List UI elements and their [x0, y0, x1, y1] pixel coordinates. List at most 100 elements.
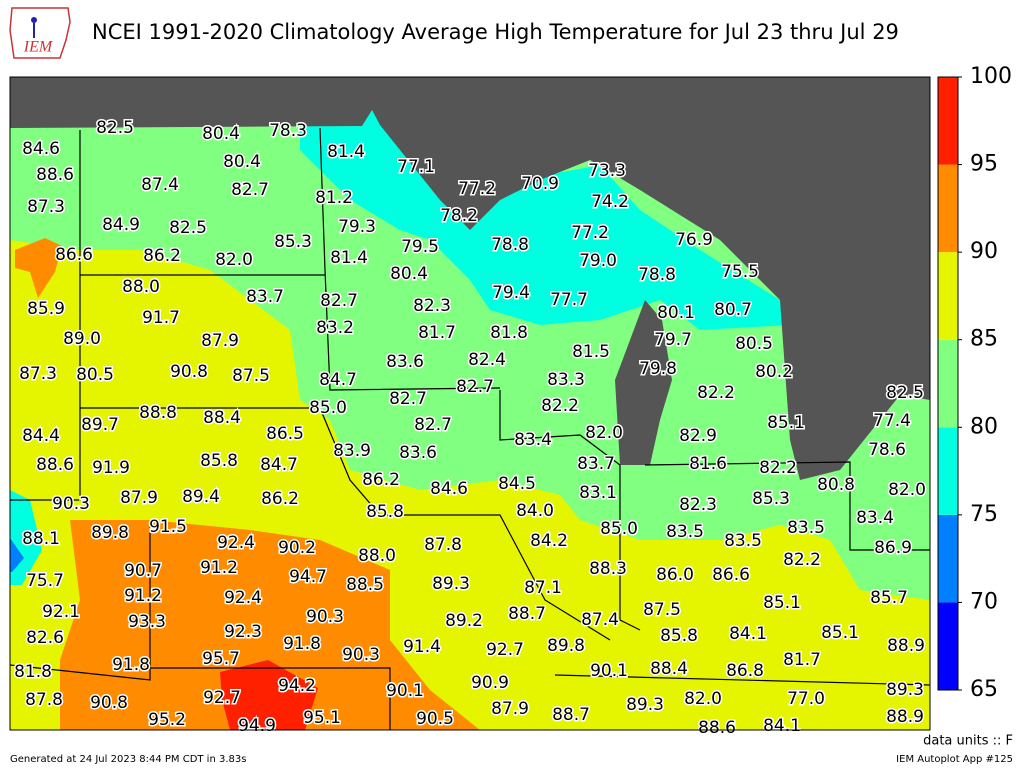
station-value: 90.9 [471, 673, 509, 693]
colorbar-segment [938, 339, 958, 428]
station-value: 78.8 [638, 265, 676, 285]
station-value: 87.9 [491, 699, 529, 719]
station-value: 81.4 [330, 248, 368, 268]
station-value: 77.0 [787, 689, 825, 709]
station-value: 82.2 [697, 383, 735, 403]
station-value: 86.2 [362, 470, 400, 490]
station-value: 81.5 [572, 342, 610, 362]
station-value: 93.3 [128, 612, 166, 632]
station-value: 80.8 [817, 475, 855, 495]
station-value: 83.4 [856, 508, 894, 528]
station-value: 88.5 [346, 575, 384, 595]
station-value: 82.4 [468, 350, 506, 370]
station-value: 80.5 [76, 365, 114, 385]
station-value: 85.8 [366, 502, 404, 522]
station-value: 85.8 [660, 626, 698, 646]
station-value: 91.8 [112, 655, 150, 675]
lake-michigan [615, 300, 672, 465]
colorbar-tick-label: 80 [970, 414, 998, 439]
station-value: 92.4 [224, 588, 262, 608]
station-value: 82.7 [389, 389, 427, 409]
station-value: 90.3 [306, 607, 344, 627]
border [619, 465, 641, 631]
station-value: 82.7 [320, 291, 358, 311]
map-frame [9, 76, 931, 731]
colorbar-tick-label: 95 [970, 152, 998, 177]
station-value: 82.7 [456, 377, 494, 397]
station-value: 84.7 [319, 370, 357, 390]
station-value: 80.7 [714, 300, 752, 320]
station-value: 91.8 [283, 634, 321, 654]
station-value: 82.3 [679, 495, 717, 515]
station-value: 75.5 [721, 262, 759, 282]
station-value: 87.9 [120, 488, 158, 508]
border [644, 461, 930, 551]
station-value: 81.8 [14, 662, 52, 682]
station-value: 95.7 [202, 649, 240, 669]
station-value: 84.2 [530, 531, 568, 551]
colorbar-frame [937, 76, 959, 691]
station-value: 91.7 [142, 308, 180, 328]
station-value: 88.6 [698, 718, 736, 738]
station-value: 87.8 [25, 690, 63, 710]
station-value: 89.8 [91, 523, 129, 543]
station-value: 83.6 [386, 352, 424, 372]
station-value: 77.4 [873, 411, 911, 431]
station-value: 82.5 [96, 118, 134, 138]
station-value: 90.5 [416, 709, 454, 729]
station-value: 86.5 [266, 424, 304, 444]
band-90-95 [60, 520, 480, 730]
station-value: 83.5 [724, 531, 762, 551]
logo-text: IEM [23, 39, 54, 56]
station-value: 88.0 [358, 546, 396, 566]
station-value: 86.9 [874, 538, 912, 558]
station-value: 88.1 [22, 529, 60, 549]
station-value: 84.6 [430, 479, 468, 499]
station-value: 88.7 [508, 604, 546, 624]
station-value: 79.4 [492, 283, 530, 303]
colorbar-tick-label: 85 [970, 327, 998, 352]
station-value: 73.3 [588, 161, 626, 181]
logo-dot [31, 17, 37, 23]
station-value: 83.9 [333, 441, 371, 461]
colorbar-tick-label: 90 [970, 239, 998, 264]
borders [9, 127, 931, 730]
logo: IEM [9, 7, 71, 59]
station-value: 83.6 [399, 443, 437, 463]
station-value: 88.0 [122, 277, 160, 297]
station-value: 82.2 [541, 396, 579, 416]
station-value: 90.3 [52, 494, 90, 514]
station-value: 92.7 [203, 688, 241, 708]
station-value: 79.0 [579, 251, 617, 271]
station-value: 86.2 [261, 489, 299, 509]
station-value: 88.4 [203, 408, 241, 428]
border [150, 667, 391, 730]
station-value: 74.2 [591, 192, 629, 212]
station-value: 85.0 [309, 398, 347, 418]
station-value: 85.1 [767, 413, 805, 433]
station-value: 80.2 [755, 362, 793, 382]
station-value: 77.1 [397, 157, 435, 177]
station-value: 91.9 [92, 458, 130, 478]
station-value: 77.2 [458, 179, 496, 199]
station-value: 77.7 [550, 290, 588, 310]
station-value: 75.7 [26, 571, 64, 591]
station-value: 89.3 [886, 680, 924, 700]
units-label: data units :: F [923, 734, 1013, 749]
station-value: 95.1 [303, 708, 341, 728]
station-value: 82.7 [414, 415, 452, 435]
colorbar-tick-label: 65 [970, 677, 998, 702]
station-value: 78.6 [868, 440, 906, 460]
colorbar-segment [938, 77, 958, 165]
station-value: 94.2 [278, 676, 316, 696]
footer-left: Generated at 24 Jul 2023 8:44 PM CDT in … [10, 754, 246, 765]
station-value: 85.9 [27, 299, 65, 319]
station-value: 88.9 [887, 636, 925, 656]
station-value: 87.8 [424, 535, 462, 555]
station-value: 88.9 [886, 707, 924, 727]
station-value: 80.1 [657, 303, 695, 323]
footer-right: IEM Autoplot App #125 [896, 754, 1013, 765]
station-value: 90.7 [124, 561, 162, 581]
station-value: 95.2 [148, 710, 186, 730]
station-value: 82.9 [679, 426, 717, 446]
